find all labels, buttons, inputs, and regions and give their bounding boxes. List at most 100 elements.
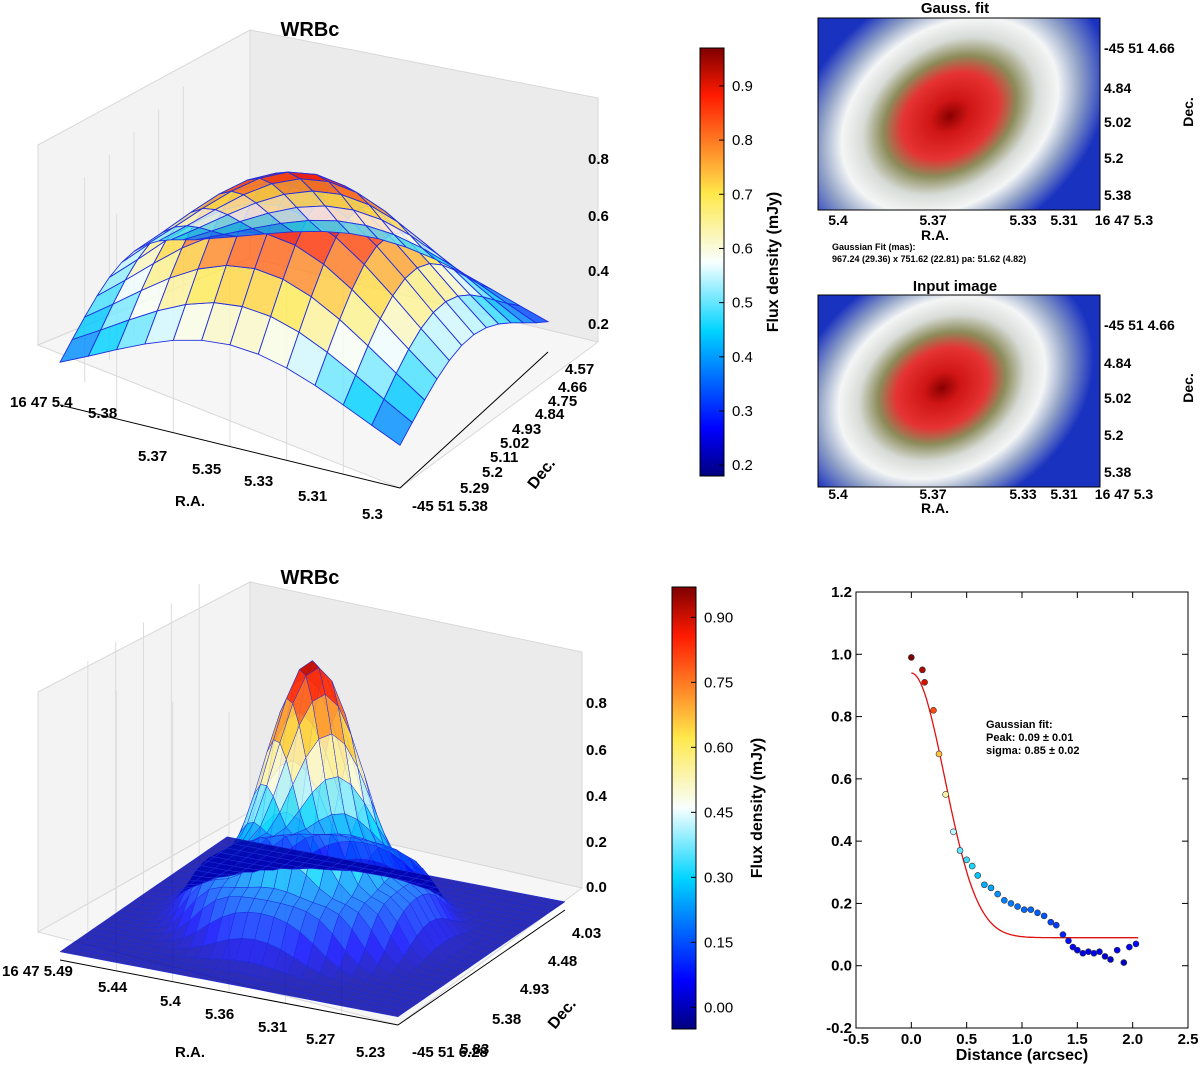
profile-data-point <box>1096 948 1103 956</box>
gauss-fit-ylabel: Dec. <box>1180 97 1196 127</box>
profile-y-tick-label: 0.4 <box>831 833 853 850</box>
colorbar-tick-label: 0.9 <box>732 78 753 95</box>
colorbar-tick-label: 0.30 <box>704 869 733 886</box>
profile-data-point <box>1007 900 1015 907</box>
bottom-z-tick: 0.2 <box>586 834 607 851</box>
colorbar-tick-label: 0.00 <box>704 999 733 1016</box>
colorbar-tick-label: 0.15 <box>704 934 733 951</box>
profile-annotation-line3: sigma: 0.85 ± 0.02 <box>986 745 1079 757</box>
profile-data-point <box>1020 906 1028 913</box>
gauss-fit-x-tick: 5.37 <box>919 212 946 228</box>
profile-data-point <box>1014 903 1021 910</box>
profile-data-point <box>1040 912 1048 920</box>
bottom-colorbar-gradient <box>671 586 697 1030</box>
bottom-x-tick: 5.44 <box>98 979 128 996</box>
input-image-y-tick: 5.02 <box>1104 390 1131 406</box>
gauss-fit-xlabel: R.A. <box>921 227 949 243</box>
bottom-x-tick: 5.31 <box>258 1019 287 1036</box>
profile-data-point <box>1079 949 1087 957</box>
profile-ticks: -0.5 0.0 0.5 1.0 1.5 2.0 2.5 -0.2 0.0 0.2 0.4 0.6 0.… <box>826 584 1198 1048</box>
input-image-x-tick: 16 47 5.3 <box>1095 486 1154 502</box>
profile-x-tick-label: 2.5 <box>1178 1031 1199 1048</box>
top-x-tick: 16 47 5.4 <box>10 394 73 411</box>
bottom-ylabel: Dec. <box>545 996 580 1033</box>
bottom-z-tick: 0.4 <box>586 788 608 805</box>
profile-x-tick-label: 2.0 <box>1122 1031 1143 1048</box>
top-x-axis-line <box>59 404 401 489</box>
profile-data-point <box>935 750 943 758</box>
input-image-x-tick: 5.37 <box>919 486 946 502</box>
colorbar-tick-label: 0.8 <box>732 132 753 149</box>
profile-data-point <box>987 884 995 892</box>
profile-annotation-line1: Gaussian fit: <box>986 719 1053 731</box>
profile-data-point <box>1113 946 1121 954</box>
gauss-fit-blob <box>818 18 1100 210</box>
colorbar-tick-label: 0.90 <box>704 609 733 626</box>
profile-xlabel: Distance (arcsec) <box>956 1047 1089 1064</box>
gauss-fit-x-tick: 5.33 <box>1009 212 1036 228</box>
profile-data-point <box>974 872 982 879</box>
input-image-frame <box>817 294 1101 488</box>
input-image-xlabel: R.A. <box>921 500 949 516</box>
colorbar-tick-label: 0.5 <box>732 295 753 312</box>
profile-data-point <box>1069 943 1077 951</box>
colorbar-tick-label: 0.6 <box>732 240 753 257</box>
bottom-x-tick: 5.36 <box>205 1006 234 1023</box>
profile-gaussian-fit-line <box>911 672 1139 939</box>
bottom-x-tick: 5.23 <box>356 1044 385 1061</box>
profile-x-tick-label: 0.0 <box>901 1031 922 1048</box>
surface-facet <box>507 303 550 324</box>
profile-y-tick-label: -0.2 <box>826 1020 852 1037</box>
gauss-fit-frame <box>817 17 1101 211</box>
gauss-fit-x-tick: 5.31 <box>1050 212 1077 228</box>
bottom-colorbar-ticks: 0.00 0.15 0.30 0.45 0.60 0.75 0.90 <box>691 609 733 1016</box>
gauss-fit-y-tick: 5.2 <box>1104 150 1124 166</box>
top-x-tick: 5.33 <box>244 473 273 490</box>
profile-data-point <box>1000 897 1008 904</box>
input-image-y-tick: 5.38 <box>1104 464 1131 480</box>
profile-data-point <box>1034 909 1041 917</box>
bottom-y-tick: 4.93 <box>520 981 549 998</box>
profile-y-tick-label: 0.0 <box>831 958 852 975</box>
profile-data-point <box>930 707 937 714</box>
radial-profile-plot: -0.5 0.0 0.5 1.0 1.5 2.0 2.5 -0.2 0.0 0.2 0.4 0.6 0.… <box>826 584 1198 1064</box>
top-ylabel: Dec. <box>525 455 559 492</box>
bottom-colorbar: 0.00 0.15 0.30 0.45 0.60 0.75 0.90 Flux densit… <box>671 586 766 1030</box>
top-z-tick: 0.4 <box>588 263 610 280</box>
profile-data-point <box>950 828 957 836</box>
profile-data-point <box>1085 948 1092 956</box>
bottom-z-tick: 0.6 <box>586 742 607 759</box>
input-image-x-tick: 5.33 <box>1009 486 1036 502</box>
profile-data-point <box>1090 949 1098 957</box>
top-y-tick: 5.02 <box>500 435 529 452</box>
profile-annotation-line2: Peak: 0.09 ± 0.01 <box>986 732 1073 744</box>
profile-y-tick-label: 0.2 <box>831 895 852 912</box>
input-image-title: Input image <box>913 278 997 295</box>
profile-data-point <box>919 666 926 674</box>
gauss-fit-y-tick: 5.38 <box>1104 187 1131 203</box>
input-image-y-tick: 4.84 <box>1104 355 1131 371</box>
profile-data-point <box>956 847 964 854</box>
top-z-tick: 0.6 <box>588 208 609 225</box>
profile-data-point <box>908 654 915 661</box>
colorbar-tick-label: 0.60 <box>704 739 733 756</box>
top-y-tick: 5.11 <box>490 449 518 466</box>
bottom-y-tick: 5.83 <box>460 1041 489 1058</box>
profile-data-point <box>963 856 970 864</box>
colorbar-tick-label: 0.4 <box>732 349 753 366</box>
top-z-tick: 0.2 <box>588 316 609 333</box>
profile-data-point <box>968 862 976 870</box>
top-x-tick: 5.3 <box>362 506 383 523</box>
profile-x-tick-label: 0.5 <box>956 1031 977 1048</box>
surface-facet <box>544 899 566 907</box>
top-colorbar-label: Flux density (mJy) <box>765 192 782 332</box>
profile-data-point <box>1059 931 1067 938</box>
gauss-fit-panel: Gauss. fit 5.4 5.37 5.33 5.31 16 47 5.3 … <box>817 0 1196 264</box>
profile-data-point <box>1120 959 1128 966</box>
colorbar-tick-label: 0.75 <box>704 674 733 691</box>
top-y-tick: 4.93 <box>512 421 541 438</box>
profile-data-point <box>1132 940 1140 948</box>
top-colorbar-ticks: 0.2 0.3 0.4 0.5 0.6 0.7 0.8 0.9 <box>719 78 753 474</box>
profile-data-point <box>942 791 949 798</box>
gauss-fit-caption-line1: Gaussian Fit (mas): <box>832 242 916 252</box>
